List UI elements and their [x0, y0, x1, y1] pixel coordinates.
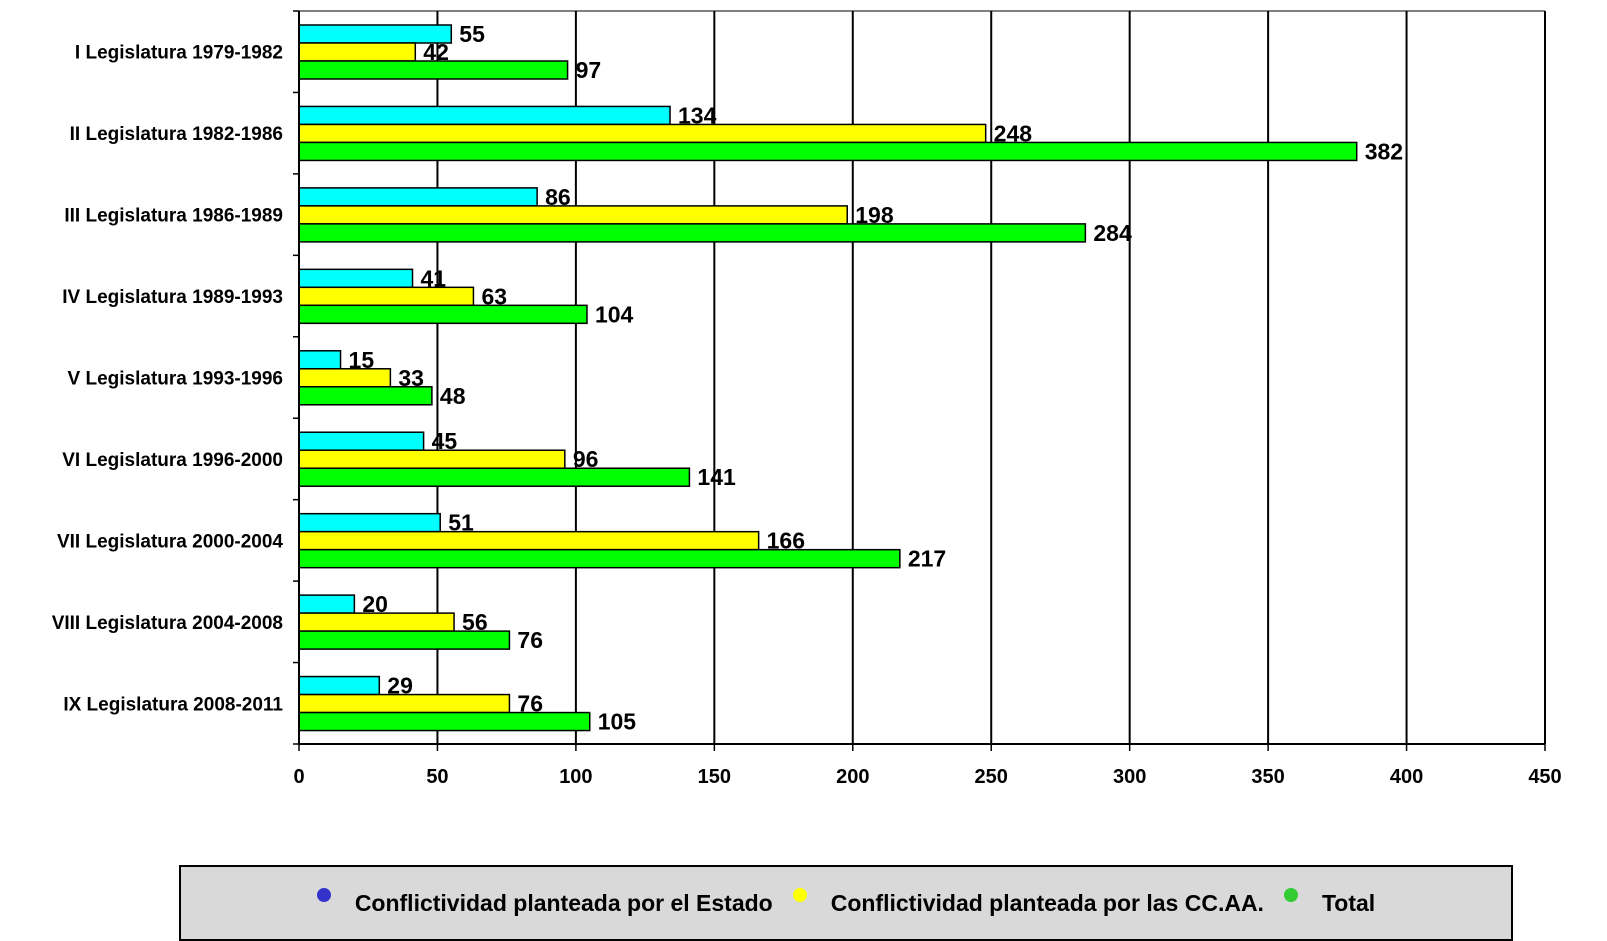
data-label-total-9: 105 — [598, 709, 637, 735]
legend-item-estado: Conflictividad planteada por el Estado — [316, 888, 773, 917]
data-label-total-7: 217 — [908, 546, 946, 572]
category-label-5: V Legislatura 1993-1996 — [68, 369, 283, 390]
bar-conflictividad-planteada-por-el-estado-7 — [298, 512, 441, 533]
bar-conflictividad-planteada-por-las-cc-aa-9 — [298, 693, 511, 714]
legend-marker-total — [1283, 888, 1298, 902]
bar-conflictividad-planteada-por-las-cc-aa-3 — [298, 205, 848, 225]
bar-conflictividad-planteada-por-las-cc-aa-7 — [298, 530, 760, 551]
bar-total-1 — [298, 60, 569, 80]
data-label-conflictividad-planteada-por-el-estado-1: 55 — [459, 21, 485, 47]
data-label-total-3: 284 — [1093, 220, 1132, 246]
bar-conflictividad-planteada-por-el-estado-2 — [298, 105, 671, 126]
bar-conflictividad-planteada-por-el-estado-5 — [298, 350, 342, 370]
bar-conflictividad-planteada-por-el-estado-3 — [298, 187, 538, 207]
x-tick-label-400: 400 — [1390, 766, 1423, 788]
x-tick-label-50: 50 — [426, 766, 448, 788]
data-label-total-1: 97 — [576, 57, 602, 83]
x-tick-label-100: 100 — [559, 766, 592, 788]
bar-total-3 — [298, 223, 1087, 243]
bar-conflictividad-planteada-por-las-cc-aa-5 — [298, 368, 392, 388]
category-label-7: VII Legislatura 2000-2004 — [57, 531, 283, 552]
category-label-2: II Legislatura 1982-1986 — [70, 124, 283, 145]
category-label-8: VIII Legislatura 2004-2008 — [52, 613, 283, 634]
data-label-total-2: 382 — [1365, 138, 1403, 164]
legend-label-estado: Conflictividad planteada por el Estado — [354, 889, 773, 916]
category-label-1: I Legislatura 1979-1982 — [75, 43, 283, 64]
bar-conflictividad-planteada-por-las-cc-aa-1 — [298, 42, 417, 62]
bar-conflictividad-planteada-por-el-estado-6 — [298, 431, 425, 451]
chart-legend: Conflictividad planteada por el Estado C… — [179, 865, 1513, 941]
bar-conflictividad-planteada-por-el-estado-8 — [298, 594, 356, 614]
bar-total-2 — [298, 141, 1358, 162]
category-label-9: IX Legislatura 2008-2011 — [63, 694, 283, 715]
x-tick-label-450: 450 — [1528, 766, 1561, 788]
x-tick-label-200: 200 — [836, 766, 869, 788]
bar-conflictividad-planteada-por-las-cc-aa-2 — [298, 123, 987, 144]
data-label-total-6: 141 — [697, 464, 736, 490]
bar-total-9 — [298, 711, 591, 732]
bar-total-4 — [298, 304, 588, 325]
data-label-total-5: 48 — [440, 383, 466, 409]
bar-conflictividad-planteada-por-las-cc-aa-8 — [298, 612, 455, 632]
x-tick-label-150: 150 — [698, 766, 731, 788]
bar-total-7 — [298, 548, 901, 569]
x-tick-label-250: 250 — [975, 766, 1008, 788]
bar-total-5 — [298, 386, 433, 406]
legend-item-ccaa: Conflictividad planteada por las CC.AA. — [792, 888, 1264, 917]
legend-marker-ccaa — [792, 888, 807, 902]
bar-conflictividad-planteada-por-las-cc-aa-6 — [298, 449, 566, 469]
data-label-total-4: 104 — [595, 301, 634, 327]
bar-conflictividad-planteada-por-el-estado-4 — [298, 268, 414, 289]
data-label-total-8: 76 — [517, 627, 543, 653]
bar-total-8 — [298, 630, 511, 650]
bar-conflictividad-planteada-por-el-estado-9 — [298, 675, 381, 696]
x-tick-label-0: 0 — [293, 766, 304, 788]
category-label-4: IV Legislatura 1989-1993 — [62, 287, 283, 308]
category-label-6: VI Legislatura 1996-2000 — [62, 450, 283, 471]
legend-label-total: Total — [1321, 889, 1376, 916]
legend-marker-estado — [316, 888, 331, 902]
x-tick-label-300: 300 — [1113, 766, 1146, 788]
legend-item-total: Total — [1283, 888, 1376, 917]
category-label-3: III Legislatura 1986-1989 — [64, 206, 283, 227]
bar-conflictividad-planteada-por-las-cc-aa-4 — [298, 286, 475, 307]
bar-total-6 — [298, 467, 691, 487]
legend-label-ccaa: Conflictividad planteada por las CC.AA. — [830, 889, 1264, 916]
x-tick-label-350: 350 — [1251, 766, 1284, 788]
